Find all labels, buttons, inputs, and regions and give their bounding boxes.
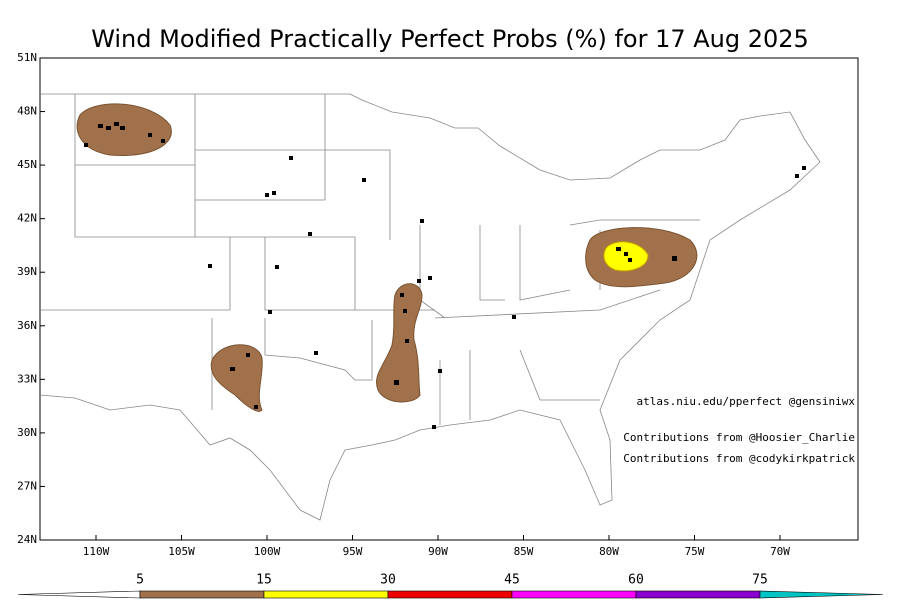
y-tick-label: 42N: [17, 212, 37, 225]
y-tick-label: 33N: [17, 372, 37, 385]
colorbar-label: 5: [136, 573, 144, 588]
colorbar-segment: [263, 590, 389, 599]
contour-5: [376, 283, 423, 403]
storm-reports: [84, 122, 806, 429]
y-tick-label: 48N: [17, 105, 37, 118]
x-tick-label: 90W: [428, 545, 448, 558]
x-tick-label: 110W: [83, 545, 110, 558]
x-tick-label: 95W: [343, 545, 363, 558]
x-tick-label: 85W: [514, 545, 534, 558]
colorbar-segment: [139, 590, 265, 599]
y-tick-label: 27N: [17, 479, 37, 492]
colorbar-segment: [511, 590, 637, 599]
x-tick-label: 75W: [685, 545, 705, 558]
y-tick-label: 39N: [17, 265, 37, 278]
colorbar: 5 15 30 45 60 75: [17, 573, 884, 599]
colorbar-segment: [17, 590, 141, 599]
contour-5: [210, 344, 263, 412]
axes: 110W 105W 100W 95W 90W 85W 80W 75W 70W 24N 27N 30N 3…: [17, 51, 790, 558]
x-tick-label: 80W: [599, 545, 619, 558]
credit: Contributions from @Hoosier_Charlie: [623, 431, 855, 444]
colorbar-label: 45: [504, 573, 520, 588]
x-tick-label: 105W: [168, 545, 195, 558]
y-tick-label: 51N: [17, 51, 37, 64]
colorbar-segment: [759, 590, 884, 599]
credit: atlas.niu.edu/pperfect @gensiniwx: [636, 395, 855, 408]
colorbar-label: 15: [256, 573, 272, 588]
y-tick-label: 30N: [17, 426, 37, 439]
map-frame: [39, 57, 859, 541]
y-tick-label: 36N: [17, 319, 37, 332]
colorbar-label: 60: [628, 573, 644, 588]
y-tick-label: 24N: [17, 533, 37, 546]
x-tick-label: 100W: [254, 545, 281, 558]
colorbar-label: 75: [752, 573, 768, 588]
title: Wind Modified Practically Perfect Probs …: [91, 25, 809, 53]
x-tick-label: 70W: [770, 545, 790, 558]
colorbar-label: 30: [380, 573, 396, 588]
colorbar-segment: [387, 590, 513, 599]
contour-15: [603, 241, 649, 272]
y-tick-label: 45N: [17, 158, 37, 171]
colorbar-segment: [635, 590, 761, 599]
credit: Contributions from @codykirkpatrick: [623, 452, 855, 465]
